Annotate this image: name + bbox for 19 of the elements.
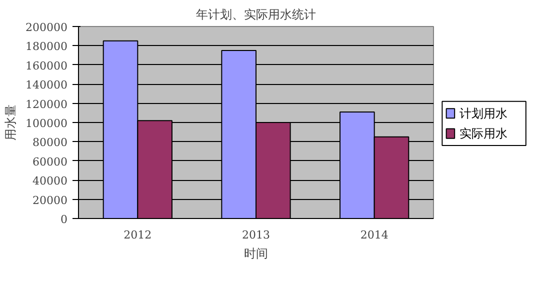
y-tick-label: 180000 <box>26 40 68 54</box>
y-tick-label: 80000 <box>32 136 68 150</box>
legend-label: 实际用水 <box>460 126 508 141</box>
y-tick-label: 200000 <box>26 21 68 34</box>
y-tick-label: 40000 <box>32 174 68 188</box>
y-tick-label: 100000 <box>26 117 68 130</box>
y-tick-label: 0 <box>60 213 68 226</box>
x-axis-title: 时间 <box>244 246 268 260</box>
x-tick-label: 2012 <box>124 228 152 242</box>
x-tick-label: 2013 <box>242 228 270 242</box>
legend-label: 计划用水 <box>460 106 508 120</box>
y-tick-label: 120000 <box>26 98 68 111</box>
y-tick-label: 160000 <box>26 59 68 72</box>
x-tick-label: 2014 <box>360 228 388 242</box>
y-tick-label: 20000 <box>32 194 68 207</box>
y-axis-title: 用水量 <box>4 104 18 140</box>
y-tick-label: 60000 <box>32 155 68 168</box>
y-tick-label: 140000 <box>26 78 68 92</box>
chart-title: 年计划、实际用水统计 <box>196 8 316 22</box>
